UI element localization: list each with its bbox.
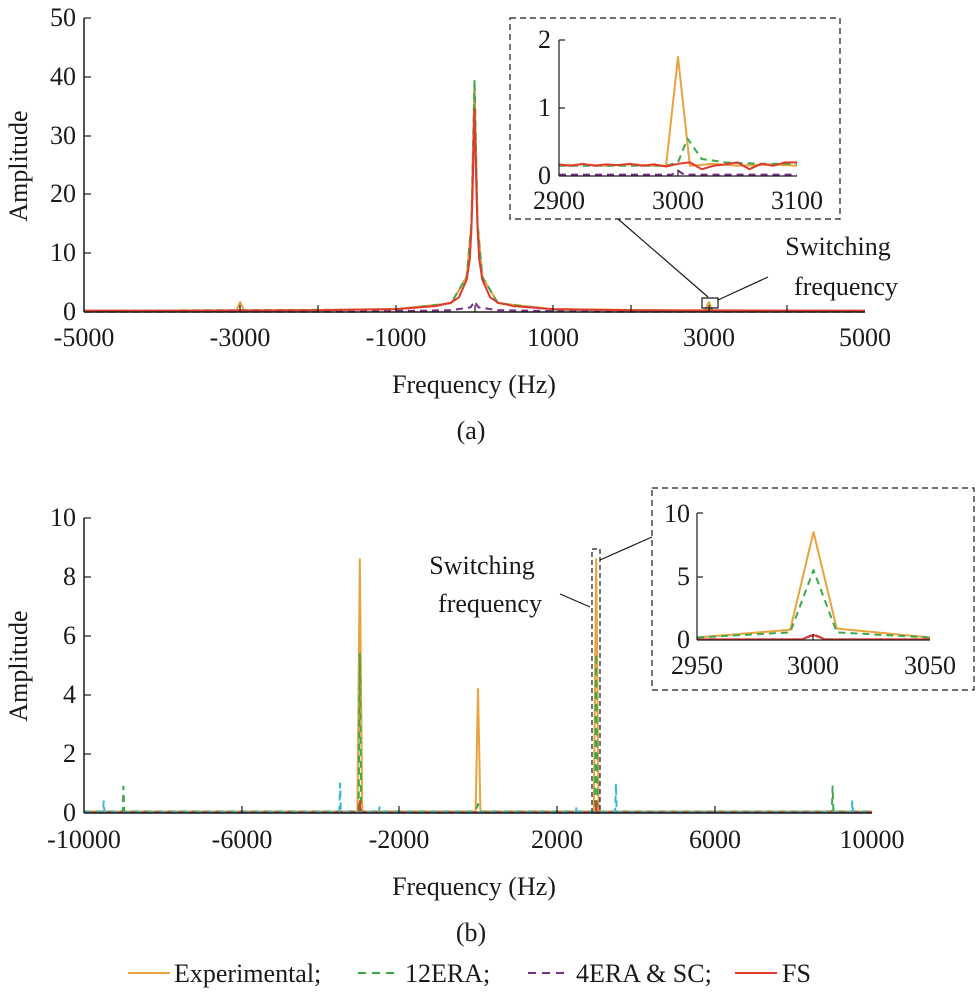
chart-a-xtick-5000: 5000 <box>839 323 891 352</box>
chart-a-annotation-leader <box>717 276 769 301</box>
chart-b-annotation-leader <box>559 593 591 608</box>
chart-a-zoom-bracket <box>701 297 719 309</box>
chart-a-xtick-3000: 3000 <box>683 323 735 352</box>
chart-a: 0 10 20 30 40 50 -5000 -3000 -1000 1000 … <box>4 3 898 445</box>
chart-b-series-experimental <box>84 558 872 813</box>
chart-a-inset-y-tick-marks <box>559 39 565 109</box>
chart-a-inset-ytick-1: 1 <box>538 93 551 122</box>
chart-b-ytick-0: 0 <box>63 798 76 827</box>
chart-b-ytick-8: 8 <box>63 562 76 591</box>
chart-b-xtick-6000: 6000 <box>689 825 741 854</box>
chart-a-ytick-40: 40 <box>50 62 76 91</box>
chart-a-ytick-10: 10 <box>50 238 76 267</box>
chart-b-y-tick-marks <box>84 517 91 755</box>
chart-a-xtick-n3000: -3000 <box>210 323 271 352</box>
chart-a-inset-xtick-3000: 3000 <box>652 186 704 215</box>
chart-a-y-label: Amplitude <box>4 110 33 221</box>
chart-b-inset-ytick-5: 5 <box>677 562 690 591</box>
legend-label-experimental: Experimental; <box>174 959 321 988</box>
chart-a-x-tick-marks <box>239 305 788 312</box>
chart-a-xtick-n1000: -1000 <box>366 323 427 352</box>
chart-a-inset: 0 1 2 2900 3000 3100 <box>509 17 841 220</box>
chart-a-inset-series-fs <box>558 161 797 171</box>
chart-a-inset-frame <box>509 17 841 220</box>
chart-b-inset-ytick-10: 10 <box>664 499 690 528</box>
legend-label-12era: 12ERA; <box>405 959 490 988</box>
chart-a-xtick-1000: 1000 <box>527 323 579 352</box>
chart-b-inset-series-experimental <box>696 531 931 639</box>
chart-b-inset-series-12era <box>696 569 931 639</box>
chart-b-ytick-6: 6 <box>63 621 76 650</box>
chart-b-xtick-n10000: -10000 <box>47 825 121 854</box>
chart-a-inset-ytick-0: 0 <box>538 161 551 190</box>
chart-b-inset-xtick-3000: 3000 <box>787 651 839 680</box>
chart-b-ytick-10: 10 <box>50 503 76 532</box>
chart-b-caption: (b) <box>456 918 486 947</box>
chart-a-ytick-0: 0 <box>63 297 76 326</box>
chart-a-inset-ytick-2: 2 <box>538 25 551 54</box>
chart-a-inset-xtick-3100: 3100 <box>771 186 823 215</box>
chart-a-inset-series <box>558 56 798 176</box>
chart-b-series-extra-4 <box>84 782 872 814</box>
chart-b-inset-xtick-3050: 3050 <box>904 651 956 680</box>
chart-a-series-4era-sc <box>84 300 865 313</box>
chart-b-inset-xtick-2950: 2950 <box>671 651 723 680</box>
chart-b-zoom-bracket <box>591 548 601 814</box>
legend: Experimental; 12ERA; 4ERA & SC; FS <box>128 959 811 988</box>
chart-a-xtick-n5000: -5000 <box>54 323 115 352</box>
chart-a-annotation-line1: Switching <box>785 232 890 261</box>
chart-b: 0 2 4 6 8 10 -10000 -6000 -2000 2000 600… <box>4 487 975 947</box>
chart-b-inset-y-tick-marks <box>697 512 703 578</box>
chart-b-inset-ytick-0: 0 <box>677 625 690 654</box>
chart-a-annotation-line2: frequency <box>794 272 898 301</box>
chart-b-ytick-2: 2 <box>63 739 76 768</box>
chart-b-inset-frame <box>651 487 975 691</box>
chart-b-zoom-leader <box>599 536 653 561</box>
chart-b-inset: 0 5 10 2950 3000 3050 <box>651 487 975 691</box>
chart-b-ytick-4: 4 <box>63 680 76 709</box>
legend-label-4era-sc: 4ERA & SC; <box>576 959 712 988</box>
chart-a-y-tick-marks <box>84 17 91 254</box>
chart-a-inset-xtick-2900: 2900 <box>533 186 585 215</box>
chart-b-xtick-2000: 2000 <box>531 825 583 854</box>
chart-a-ytick-30: 30 <box>50 121 76 150</box>
chart-b-annotation-line1: Switching <box>429 551 534 580</box>
chart-a-series-fs <box>83 108 866 312</box>
chart-a-inset-series-12era <box>559 137 797 167</box>
chart-b-x-label: Frequency (Hz) <box>392 872 556 901</box>
chart-a-ytick-50: 50 <box>50 3 76 32</box>
chart-a-zoom-leader <box>617 218 709 298</box>
chart-b-series-12era <box>84 652 872 813</box>
legend-label-fs: FS <box>782 959 811 988</box>
chart-b-x-tick-marks <box>241 806 716 813</box>
chart-b-xtick-n2000: -2000 <box>369 825 430 854</box>
chart-a-x-label: Frequency (Hz) <box>392 370 556 399</box>
chart-b-annotation-line2: frequency <box>438 589 542 618</box>
chart-b-xtick-n6000: -6000 <box>212 825 273 854</box>
chart-b-y-label: Amplitude <box>4 610 33 721</box>
chart-a-caption: (a) <box>457 416 486 445</box>
chart-a-ytick-20: 20 <box>50 179 76 208</box>
chart-b-xtick-10000: 10000 <box>840 825 905 854</box>
